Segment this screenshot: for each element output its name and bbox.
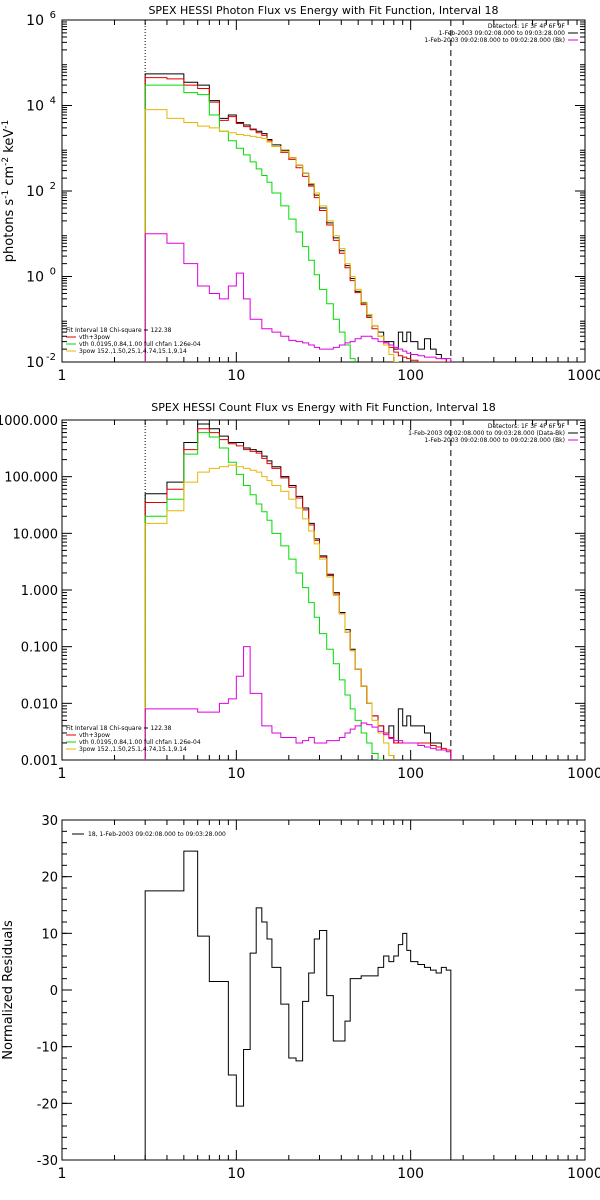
legend-right-entry: 1-Feb-2003 09:02:08.000 to 09:03:28.000 (439, 30, 566, 37)
legend-left-entry: 18, 1-Feb-2003 09:02:08.000 to 09:03:28.… (88, 831, 226, 838)
plot-frame (61, 419, 586, 761)
x-tick-label: 10 (227, 766, 245, 782)
y-tick-base: 10 (26, 184, 44, 200)
y-tick-label: 0.100 (21, 641, 58, 656)
series-line-4 (144, 646, 452, 760)
y-tick-exponent: 0 (50, 267, 56, 278)
x-tick-label: 100 (397, 766, 424, 782)
y-tick-label: 20 (41, 871, 58, 886)
legend-left-entry: vth 0.0195,0.84,1.00 full chfan 1.26e-04 (79, 341, 201, 348)
legend-right-entry: 1-Feb-2003 09:02:08.000 to 09:03:28.000 … (408, 430, 565, 437)
y-tick-exponent: 6 (50, 10, 56, 21)
chart-panel-2: SPEX HESSI Count Flux vs Energy with Fit… (0, 401, 600, 782)
y-tick-exponent: -2 (46, 352, 56, 363)
y-tick-label: 0.010 (21, 697, 58, 712)
x-tick-label: 10 (227, 368, 245, 384)
y-tick-label: 10.000 (13, 527, 59, 542)
legend-left-entry: vth+3pow (79, 732, 110, 739)
y-tick-label: 100.000 (4, 471, 58, 486)
legend-right-entry: 1-Feb-2003 09:02:08.000 to 09:02:28.000 … (424, 37, 565, 44)
y-tick-label: 0.001 (21, 754, 58, 769)
series-line-1 (144, 428, 452, 760)
chart-title: SPEX HESSI Count Flux vs Energy with Fit… (151, 401, 495, 414)
series-line-0 (144, 73, 451, 362)
chart-title: SPEX HESSI Photon Flux vs Energy with Fi… (148, 4, 498, 17)
series-line-3 (144, 464, 404, 760)
x-tick-label: 1000 (567, 368, 600, 384)
y-tick-label: 10 (26, 270, 44, 286)
x-tick-label: 1 (58, 1166, 67, 1182)
y-tick-label: 1000.000 (0, 414, 58, 429)
legend-left-entry: Fit Interval 18 Chi-square = 122.38 (66, 327, 172, 334)
x-tick-label: 1 (58, 368, 67, 384)
chart-panel-1: SPEX HESSI Photon Flux vs Energy with Fi… (1, 4, 600, 384)
series-line-0 (144, 850, 452, 1160)
y-tick-exponent: 2 (50, 181, 56, 192)
series-group (144, 423, 452, 760)
legend-right-entry: Detectors: 1F 3F 4F 6F 9F (488, 423, 566, 430)
y-tick-label: 30 (41, 814, 58, 829)
y-axis-label: photons s-1 cm-2 keV-1 (1, 120, 17, 262)
y-tick-label: 10 (26, 184, 44, 200)
y-tick-label: 10 (26, 13, 44, 29)
y-tick-label: -30 (37, 1154, 58, 1169)
y-tick-base: 10 (26, 99, 44, 115)
x-tick-label: 1 (58, 766, 67, 782)
series-line-1 (144, 77, 451, 362)
plot-frame (61, 19, 586, 363)
series-line-2 (144, 432, 395, 760)
y-tick-label: -20 (37, 1097, 58, 1112)
legend-right-entry: Detectors: 1F 3F 4F 6F 9F (488, 23, 566, 30)
y-tick-label: -10 (37, 1041, 58, 1056)
series-line-0 (144, 423, 452, 760)
y-tick-base: 10 (26, 13, 44, 29)
y-tick-label: 1.000 (21, 584, 58, 599)
legend-left-entry: 3pow 152.,1.50,25.1,4.74,15.1,9.14 (79, 348, 187, 355)
legend-right-entry: 1-Feb-2003 09:02:08.000 to 09:02:28.000 … (424, 437, 565, 444)
y-axis-label-part: cm (2, 166, 17, 190)
y-tick-base: 10 (26, 270, 44, 286)
y-axis-label-part: photons s (2, 199, 17, 263)
legend-left-entry: vth 0.0195,0.84,1.00 full chfan 1.26e-04 (79, 739, 201, 746)
series-line-2 (144, 84, 390, 362)
series-group (144, 73, 452, 362)
y-tick-label: 10 (41, 927, 58, 942)
legend-left-entry: vth+3pow (79, 334, 110, 341)
y-axis-label-exponent: -1 (1, 190, 11, 199)
y-axis-label-exponent: -1 (1, 120, 11, 129)
series-group (144, 850, 452, 1160)
y-tick-label: 10 (26, 355, 44, 371)
y-axis-label-exponent: -2 (1, 157, 11, 166)
x-tick-label: 100 (397, 1166, 424, 1182)
y-tick-label: 10 (26, 99, 44, 115)
x-tick-label: 1000 (567, 766, 600, 782)
x-tick-label: 10 (227, 1166, 245, 1182)
legend-left-entry: 3pow 152.,1.50,25.1,4.74,15.1,9.14 (79, 746, 187, 753)
series-line-3 (144, 109, 404, 362)
legend-left-entry: Fit Interval 18 Chi-square = 122.38 (66, 725, 172, 732)
y-tick-base: 10 (26, 355, 44, 371)
y-axis-label: Normalized Residuals (1, 920, 16, 1060)
y-tick-label: 0 (50, 984, 58, 999)
y-axis-label-part: keV (2, 129, 17, 157)
series-line-4 (144, 233, 452, 362)
x-tick-label: 1000 (567, 1166, 600, 1182)
x-tick-label: 100 (397, 368, 424, 384)
chart-panel-3: 1 10 100 1000 -30 -20 -10 0 10 20 30 Normalized Res… (1, 814, 600, 1182)
plot-frame (61, 819, 586, 1161)
y-tick-exponent: 4 (50, 96, 56, 107)
